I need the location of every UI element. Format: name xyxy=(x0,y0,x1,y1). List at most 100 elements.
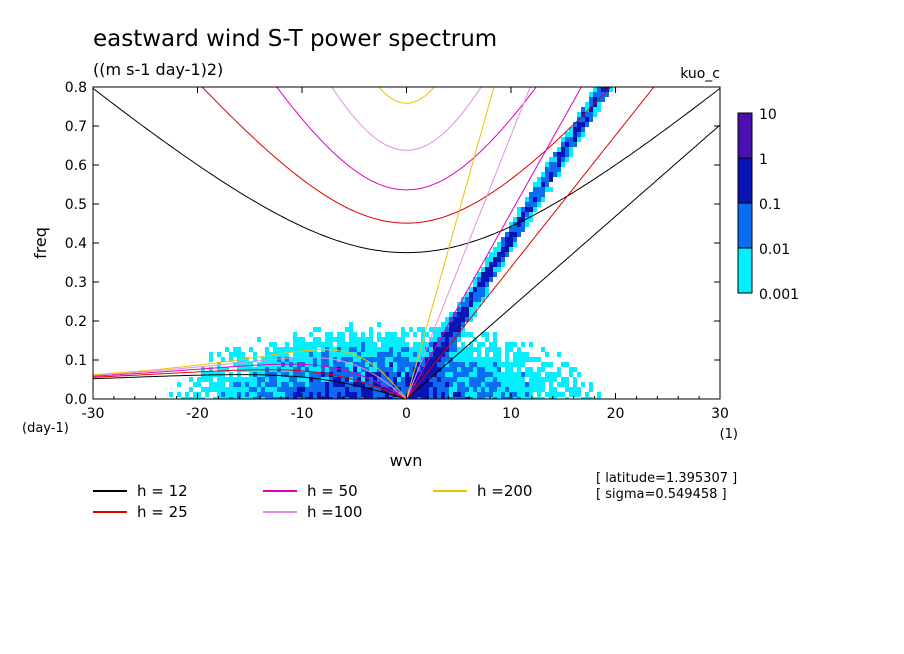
heat-cell xyxy=(513,227,517,232)
heat-cell xyxy=(453,342,457,347)
heat-cell xyxy=(245,397,249,399)
heat-cell xyxy=(461,397,465,399)
legend-label: h = 25 xyxy=(137,503,188,521)
heat-cell xyxy=(525,372,529,377)
heat-cell xyxy=(509,382,513,387)
heat-cell xyxy=(505,242,509,247)
heat-cell xyxy=(325,397,329,399)
heat-cell xyxy=(241,352,245,357)
heat-cell xyxy=(325,352,329,357)
heat-cell xyxy=(365,342,369,347)
heat-cell xyxy=(325,332,329,337)
heat-cell xyxy=(501,362,505,367)
heat-cell xyxy=(345,367,349,372)
heat-cell xyxy=(337,377,341,382)
heat-cell xyxy=(517,362,521,367)
heat-cell xyxy=(401,332,405,337)
heat-cell xyxy=(537,387,541,392)
heat-cell xyxy=(517,222,521,227)
heat-cell xyxy=(517,347,521,352)
heat-cell xyxy=(249,387,253,392)
heat-cell xyxy=(461,377,465,382)
heat-cell xyxy=(489,397,493,399)
heat-cell xyxy=(309,382,313,387)
curve-ig-25 xyxy=(201,87,612,224)
heat-cell xyxy=(393,342,397,347)
heat-cell xyxy=(321,357,325,362)
heat-cell xyxy=(481,282,485,287)
heat-cell xyxy=(461,302,465,307)
heat-cell xyxy=(261,397,265,399)
heat-cell xyxy=(313,337,317,342)
curve-kelvin-200 xyxy=(406,87,495,399)
y-unit-label: (day-1) xyxy=(22,421,69,436)
heat-cell xyxy=(489,392,493,397)
heat-cell xyxy=(213,397,217,399)
heat-cell xyxy=(557,167,561,172)
spectrum-heatmap xyxy=(169,87,613,399)
heat-cell xyxy=(337,362,341,367)
heat-cell xyxy=(585,112,589,117)
heat-cell xyxy=(225,377,229,382)
heat-cell xyxy=(485,352,489,357)
colorbar: 10 1 0.1 0.01 0.001 xyxy=(737,107,799,303)
heat-cell xyxy=(473,282,477,287)
heat-cell xyxy=(405,377,409,382)
heat-cell xyxy=(329,377,333,382)
heat-cell xyxy=(477,372,481,377)
heat-cell xyxy=(517,207,521,212)
heat-cell xyxy=(349,367,353,372)
heat-cell xyxy=(293,347,297,352)
heat-cell xyxy=(573,127,577,132)
heat-cell xyxy=(481,387,485,392)
heat-cell xyxy=(425,352,429,357)
heat-cell xyxy=(317,397,321,399)
heat-cell xyxy=(437,377,441,382)
heat-cell xyxy=(261,392,265,397)
heat-cell xyxy=(233,362,237,367)
heat-cell xyxy=(529,372,533,377)
heat-cell xyxy=(293,392,297,397)
heat-cell xyxy=(353,337,357,342)
heat-cell xyxy=(285,377,289,382)
heat-cell xyxy=(397,377,401,382)
heat-cell xyxy=(337,357,341,362)
heat-cell xyxy=(325,382,329,387)
heat-cell xyxy=(505,252,509,257)
heat-cell xyxy=(217,392,221,397)
heat-cell xyxy=(457,332,461,337)
heat-cell xyxy=(481,287,485,292)
heat-cell xyxy=(481,367,485,372)
heat-cell xyxy=(477,272,481,277)
heat-cell xyxy=(333,337,337,342)
heat-cell xyxy=(373,387,377,392)
heat-cell xyxy=(277,347,281,352)
heat-cell xyxy=(493,262,497,267)
heat-cell xyxy=(349,387,353,392)
heat-cell xyxy=(493,392,497,397)
heat-cell xyxy=(529,392,533,397)
heat-cell xyxy=(345,392,349,397)
heat-cell xyxy=(589,107,593,112)
heat-cell xyxy=(413,342,417,347)
heat-cell xyxy=(277,392,281,397)
heat-cell xyxy=(537,187,541,192)
heat-cell xyxy=(585,397,589,399)
heat-cell xyxy=(497,247,501,252)
heat-cell xyxy=(493,357,497,362)
heat-cell xyxy=(553,392,557,397)
heat-cell xyxy=(365,352,369,357)
heat-cell xyxy=(441,392,445,397)
heat-cell xyxy=(325,357,329,362)
heat-cell xyxy=(393,357,397,362)
heat-cell xyxy=(377,372,381,377)
heat-cell xyxy=(489,362,493,367)
heat-cell xyxy=(553,162,557,167)
heat-cell xyxy=(305,342,309,347)
heat-cell xyxy=(549,187,553,192)
heat-cell xyxy=(521,377,525,382)
heat-cell xyxy=(421,357,425,362)
heat-cell xyxy=(409,362,413,367)
heat-cell xyxy=(529,357,533,362)
heat-cell xyxy=(389,332,393,337)
